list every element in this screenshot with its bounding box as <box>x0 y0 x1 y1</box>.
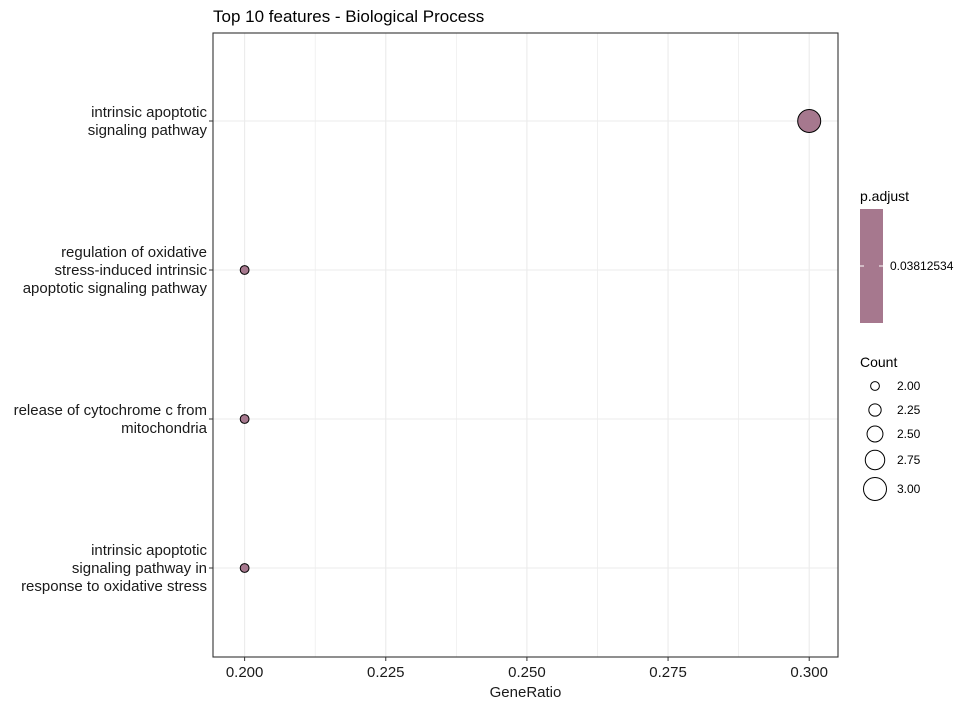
legend-count-label: 2.25 <box>897 403 921 417</box>
panel-border <box>212 32 839 658</box>
data-point <box>239 563 250 573</box>
x-tick-label: 0.200 <box>226 664 264 681</box>
legend-count-title: Count <box>860 354 897 370</box>
legend-padjust-title: p.adjust <box>860 188 909 204</box>
data-point <box>239 265 250 275</box>
y-tick-label: regulation of oxidative <box>61 244 207 261</box>
y-tick-label: intrinsic apoptotic <box>91 542 207 559</box>
y-tick-label: apoptotic signaling pathway <box>23 280 208 297</box>
chart-title: Top 10 features - Biological Process <box>213 7 484 26</box>
y-tick-label: stress-induced intrinsic <box>54 262 207 279</box>
x-axis-title: GeneRatio <box>490 684 562 701</box>
legend-padjust-label: 0.03812534 <box>890 259 954 273</box>
legend-count-label: 3.00 <box>897 482 921 496</box>
y-tick-label: response to oxidative stress <box>21 578 207 595</box>
x-tick-label: 0.300 <box>790 664 828 681</box>
legend-count-key <box>866 425 884 443</box>
y-tick-label: signaling pathway in <box>72 560 207 577</box>
data-point <box>797 109 822 133</box>
y-tick-label: release of cytochrome c from <box>14 402 207 419</box>
legend-count-key <box>868 403 882 417</box>
panel-background <box>213 33 838 657</box>
legend-count-label: 2.00 <box>897 379 921 393</box>
x-tick-label: 0.250 <box>508 664 546 681</box>
legend-count-key <box>863 477 887 501</box>
y-tick-label: intrinsic apoptotic <box>91 104 207 121</box>
x-tick-label: 0.275 <box>649 664 687 681</box>
legend-count-label: 2.50 <box>897 427 921 441</box>
y-tick-label: mitochondria <box>121 420 208 437</box>
legend-count-label: 2.75 <box>897 453 921 467</box>
legend-padjust-colorbar <box>860 209 883 323</box>
x-tick-label: 0.225 <box>367 664 405 681</box>
legend-count-key <box>870 381 880 391</box>
legend-count-key <box>864 449 886 471</box>
data-point <box>239 414 250 424</box>
y-tick-label: signaling pathway <box>88 122 208 139</box>
